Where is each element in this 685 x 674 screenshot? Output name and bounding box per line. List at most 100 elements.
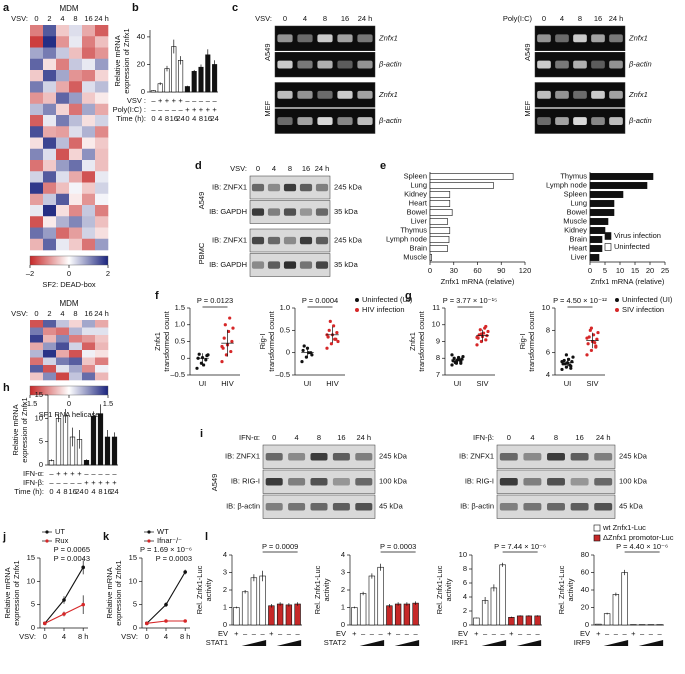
point — [336, 339, 340, 344]
row-value: – — [483, 629, 488, 638]
legend-label: UT — [55, 527, 65, 536]
y-tick-label: 0 — [133, 623, 137, 632]
y-tick-label: 4 — [223, 550, 227, 559]
x-tick-label: 0 — [588, 266, 592, 275]
heatmap-cell — [56, 238, 70, 251]
y-tick-label: 60 — [581, 567, 589, 576]
y-tick-label: 4 — [546, 370, 550, 379]
row-value: + — [206, 105, 211, 114]
row-label: IFN-α: — [23, 469, 44, 478]
y-axis-label: Znfx1 — [153, 332, 162, 351]
legend-label: WT — [157, 527, 169, 536]
category-label: Heart — [409, 198, 428, 207]
column-label: 24 h — [94, 309, 109, 318]
row-value: – — [112, 469, 117, 478]
heatmap-cell — [69, 171, 83, 183]
column-label: 16 — [84, 14, 92, 23]
row-value: – — [179, 105, 184, 114]
legend-swatch — [604, 232, 612, 240]
row-value: – — [158, 105, 163, 114]
row-label: β-actin — [628, 116, 652, 125]
heatmap-cell — [69, 327, 83, 336]
y-axis-label: Relative mRNA — [113, 35, 122, 86]
heatmap-cell — [56, 182, 70, 195]
ramp — [516, 640, 542, 646]
band — [265, 453, 283, 461]
lane-label: 4 — [530, 433, 534, 442]
lane-label: 16 — [594, 14, 602, 23]
band — [315, 183, 329, 192]
heatmap-cell — [95, 58, 109, 71]
point — [202, 363, 206, 367]
marker-label: 35 kDa — [334, 260, 359, 269]
lane-label: 24 h — [358, 14, 373, 23]
bar — [612, 594, 620, 626]
bar — [499, 564, 506, 626]
heatmap-cell — [30, 327, 44, 336]
y-tick-label: 0.5 — [280, 325, 290, 334]
bar — [589, 254, 600, 261]
point — [486, 329, 490, 334]
bar — [481, 600, 489, 626]
category-label: Kidney — [404, 189, 427, 198]
heatmap-cell — [56, 115, 70, 127]
heatmap-cell — [82, 126, 96, 138]
heatmap-cell — [43, 182, 57, 195]
lane-label: 0 — [272, 433, 276, 442]
heatmap-cell — [69, 350, 83, 358]
row-value: 24 — [110, 487, 118, 496]
x-tick-label: 20 — [646, 266, 654, 275]
band — [357, 60, 373, 69]
heatmap-cell — [43, 342, 57, 351]
heatmap-cell — [30, 320, 44, 328]
row-value: + — [387, 629, 392, 638]
heatmap-cell — [95, 342, 109, 351]
legend-swatch — [604, 243, 612, 251]
heatmap-cell — [43, 25, 57, 37]
y-tick-label: 5 — [31, 600, 35, 609]
category-label: Bowel — [567, 207, 588, 216]
heatmap-cell — [43, 58, 57, 71]
heatmap-cell — [82, 25, 96, 37]
band — [299, 183, 313, 192]
band — [591, 60, 605, 69]
marker-label: 100 kDa — [619, 477, 648, 486]
point — [81, 565, 85, 570]
heatmap-title: MDM — [59, 4, 78, 13]
heatmap-cell — [30, 182, 44, 195]
lane-label: 24 h — [356, 433, 371, 442]
row-value: – — [536, 629, 541, 638]
group-label: MEF — [263, 100, 272, 116]
ramp-label: STAT1 — [206, 638, 228, 647]
band — [609, 34, 623, 43]
lane-label: 8 — [288, 164, 292, 173]
point — [478, 328, 482, 332]
row-value: 0 — [151, 114, 155, 123]
heatmap-cell — [82, 137, 96, 150]
p-value: P = 0.0123 — [197, 296, 233, 305]
ramp — [638, 640, 664, 646]
point — [81, 602, 85, 607]
legend-marker — [355, 308, 359, 312]
legend-label: Ifnar⁻/⁻ — [157, 536, 182, 545]
lane-header: IFN-β: — [473, 433, 494, 442]
heatmap-cell — [95, 115, 109, 127]
heatmap-cell — [30, 137, 44, 150]
ramp-label: IRF1 — [452, 638, 468, 647]
y-tick-label: 10 — [459, 550, 467, 559]
y-tick-label: 10 — [35, 413, 43, 422]
band — [288, 453, 306, 461]
point — [220, 344, 224, 349]
y-axis-label: activity — [322, 578, 331, 601]
p-value: P = 0.0003 — [156, 554, 192, 563]
heatmap-cell — [69, 227, 83, 240]
heatmap-cell — [95, 227, 109, 240]
heatmap-cell — [82, 350, 96, 358]
heatmap-cell — [30, 92, 44, 105]
heatmap-cell — [30, 36, 44, 48]
p-value: P = 1.69 × 10⁻⁶ — [140, 545, 192, 554]
heatmap-cell — [69, 216, 83, 228]
x-tick-label: 60 — [473, 266, 481, 275]
p-value: P = 3.77 × 10⁻¹⁵ — [443, 296, 497, 305]
row-value: – — [185, 96, 190, 105]
